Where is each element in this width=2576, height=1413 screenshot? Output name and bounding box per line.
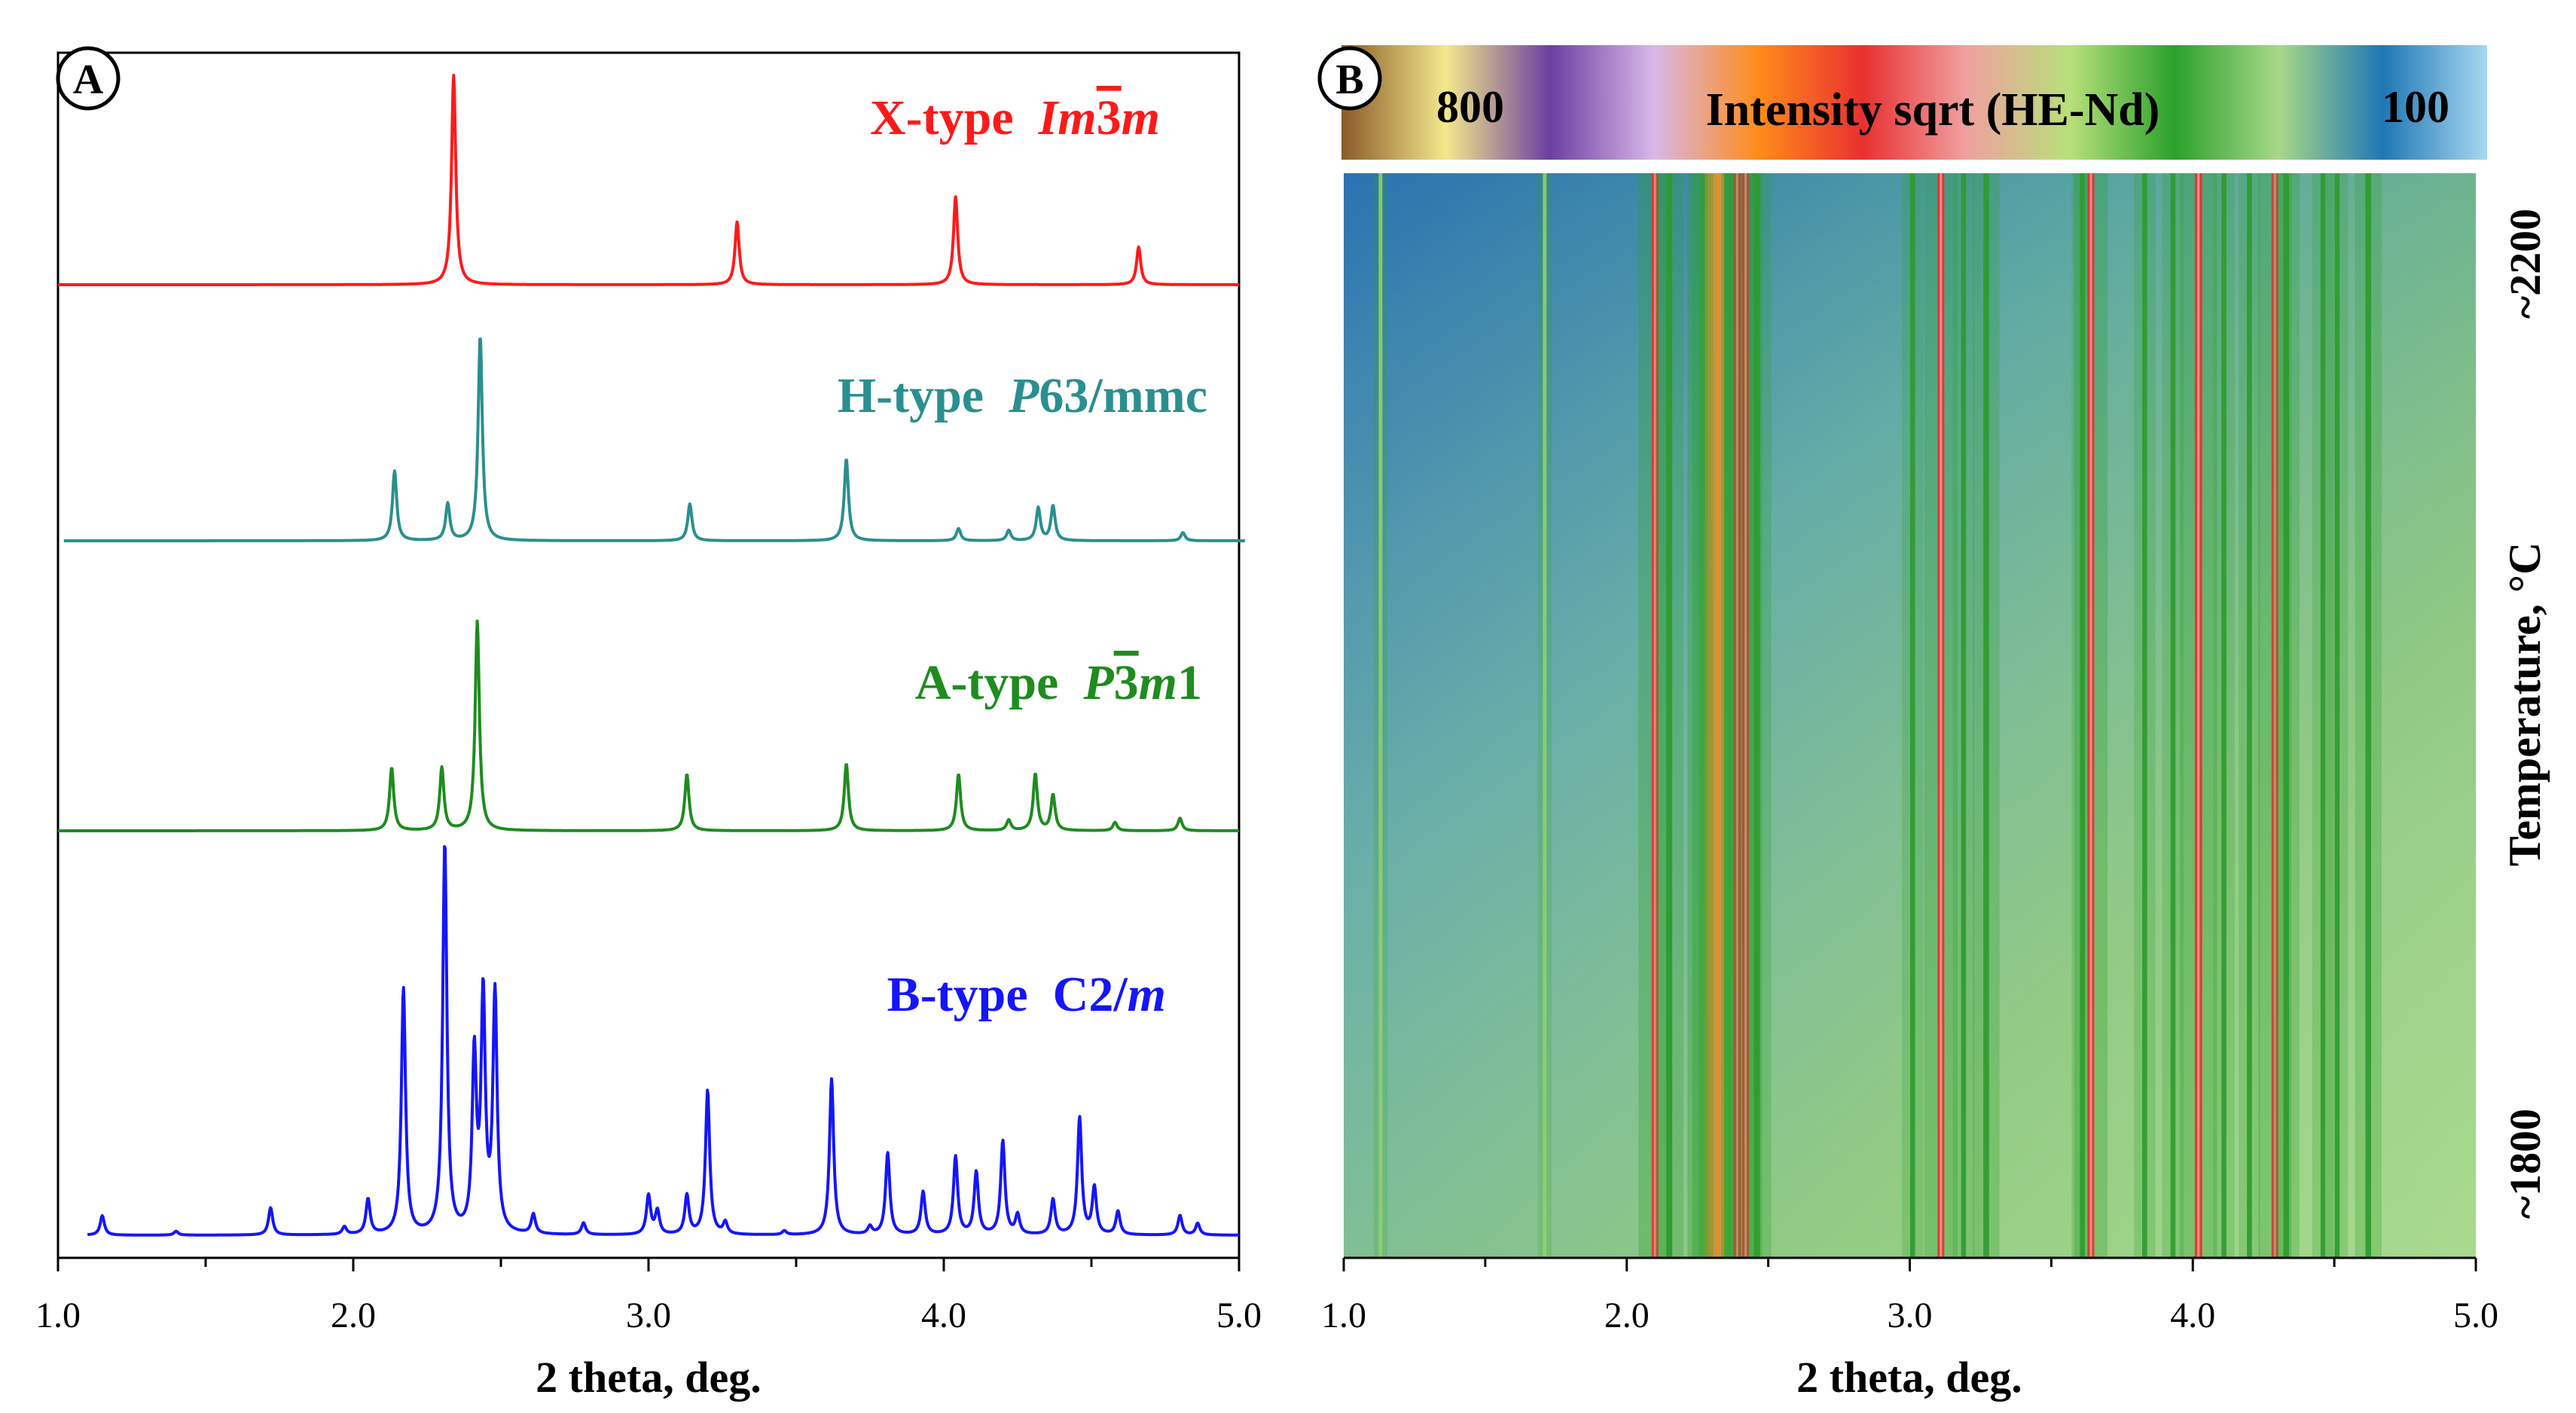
x-tick-label: 4.0 [921, 1296, 966, 1335]
heatmap-line [2142, 173, 2147, 1258]
series-label-h-type: H-type P63/mmc [838, 368, 1207, 423]
panel-a-label: A [56, 46, 121, 111]
panel-a-label-text: A [73, 56, 104, 103]
panel-a-frame [56, 51, 1241, 1259]
panel-b-y-bottom-label: ~1800 [2501, 1109, 2550, 1219]
heatmap-line [1543, 173, 1547, 1258]
space-group-part: m [1122, 90, 1160, 145]
heatmap-line [2283, 173, 2290, 1258]
heatmap-line-highlight [1744, 173, 1747, 1258]
panel-b-x-axis: 1.0 2.0 3.0 4.0 5.0 [1321, 1256, 2498, 1335]
x-tick-label: 4.0 [2170, 1296, 2215, 1335]
space-group-part: 1 [1177, 655, 1202, 710]
x-tick-label: 5.0 [1216, 1296, 1262, 1335]
heatmap-line-highlight [2273, 173, 2276, 1258]
heatmap-line [1753, 173, 1760, 1258]
heatmap-line [1378, 173, 1383, 1258]
pattern-x-type [56, 74, 1241, 286]
heatmap-line [2221, 173, 2227, 1258]
x-tick-label: 3.0 [626, 1296, 671, 1335]
series-name: B-type [887, 967, 1053, 1022]
x-tick-label: 2.0 [331, 1296, 376, 1335]
panel-b-y-axis-label: Temperature, °C [2500, 542, 2550, 867]
panel-b-label: B [1317, 46, 1382, 111]
space-group-part: Im [1038, 90, 1097, 145]
heatmap-line [2247, 173, 2252, 1258]
space-group-part: m [1128, 967, 1166, 1022]
heatmap-line [1961, 173, 1967, 1258]
heatmap-line-highlight [1713, 173, 1716, 1258]
series-label-a-type: A-type P3m1 [915, 655, 1202, 710]
heatmap-line [1666, 173, 1673, 1258]
panel-a-x-axis: 1.0 2.0 3.0 4.0 5.0 [35, 1258, 1262, 1335]
heatmap-line [2365, 173, 2372, 1258]
heatmap-line-highlight [2197, 173, 2200, 1258]
colorbar-max-label: 800 [1436, 82, 1504, 132]
heatmap [1344, 173, 2476, 1258]
space-group-part: P [1082, 655, 1114, 710]
heatmap-line-highlight [1719, 173, 1722, 1258]
space-group-part: 3 [1097, 90, 1122, 145]
heatmap-line [2320, 173, 2326, 1258]
heatmap-line [2080, 173, 2085, 1258]
pattern-h-type [63, 337, 1246, 542]
x-tick-label: 1.0 [35, 1296, 81, 1335]
pattern-a-type [56, 619, 1241, 832]
series-label-b-type: B-type C2/m [887, 967, 1166, 1022]
heatmap-lines [1373, 173, 2382, 1258]
colorbar-title: Intensity sqrt (HE-Nd) [1706, 84, 2160, 136]
colorbar-min-label: 100 [2382, 82, 2449, 132]
colorbar [1341, 45, 2487, 160]
series-name: X-type [870, 90, 1039, 145]
panel-a-series [56, 74, 1246, 1237]
heatmap-line-highlight [1735, 173, 1738, 1258]
series-label-x-type: X-type Im3m [870, 90, 1160, 145]
panel-b: 800 Intensity sqrt (HE-Nd) 100 1.0 2.0 3.0… [1317, 45, 2550, 1402]
space-group-part: C2/ [1053, 967, 1129, 1022]
x-tick-label: 1.0 [1321, 1296, 1366, 1335]
space-group-part: 3 [1114, 655, 1139, 710]
panel-b-x-axis-label: 2 theta, deg. [1796, 1353, 2022, 1402]
space-group-part: 63/mmc [1039, 368, 1207, 423]
space-group-part: m [1139, 655, 1177, 710]
heatmap-line [2170, 173, 2176, 1258]
heatmap-line [2334, 173, 2340, 1258]
panel-a-label-circle [56, 46, 121, 111]
series-name: H-type [838, 368, 1009, 423]
panel-a-x-axis-label: 2 theta, deg. [536, 1353, 762, 1402]
heatmap-line-highlight [1653, 173, 1656, 1258]
x-tick-label: 3.0 [1888, 1296, 1933, 1335]
panel-b-label-text: B [1335, 56, 1363, 103]
heatmap-line-highlight [2089, 173, 2092, 1258]
heatmap-line [1983, 173, 1989, 1258]
series-name: A-type [915, 655, 1084, 710]
heatmap-line-highlight [1940, 173, 1943, 1258]
panel-b-y-top-label: ~2200 [2501, 209, 2550, 319]
heatmap-line-highlight [1708, 173, 1711, 1258]
pattern-b-type [87, 845, 1241, 1237]
x-tick-label: 2.0 [1604, 1296, 1650, 1335]
x-tick-label: 5.0 [2453, 1296, 2498, 1335]
space-group-part: P [1008, 368, 1039, 423]
panel-b-label-circle [1317, 46, 1382, 111]
heatmap-line [1909, 173, 1915, 1258]
